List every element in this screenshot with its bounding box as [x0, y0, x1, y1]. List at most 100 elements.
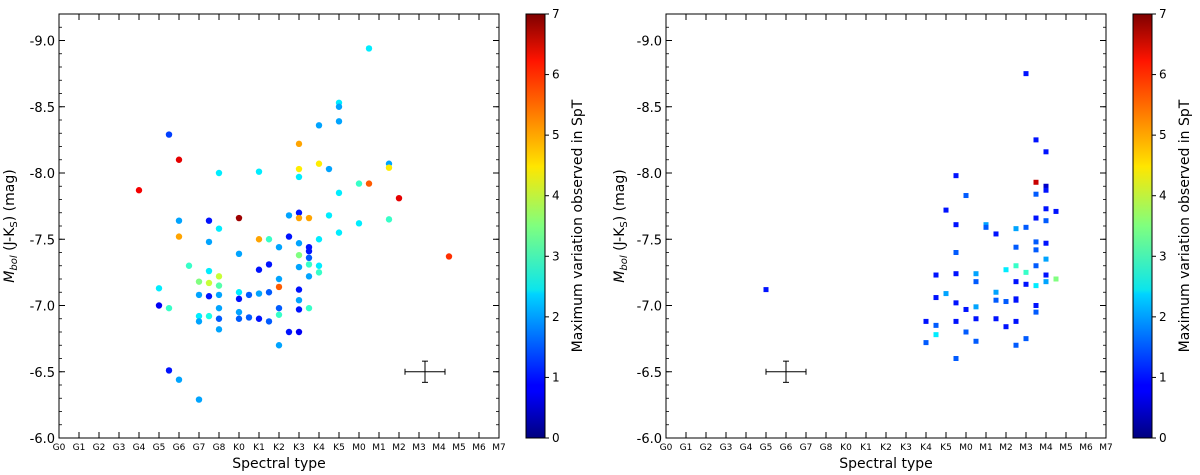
- x-tick-label: K2: [880, 443, 892, 453]
- data-point: [1003, 267, 1009, 273]
- colorbar-tick-label: 2: [552, 310, 560, 324]
- data-point: [205, 217, 213, 224]
- x-tick-label: G3: [720, 443, 733, 453]
- data-point: [305, 273, 313, 280]
- data-point: [1013, 279, 1019, 285]
- x-tick-label: K0: [840, 443, 852, 453]
- data-point: [973, 279, 979, 285]
- data-point: [235, 315, 243, 322]
- data-point: [983, 222, 989, 228]
- data-point: [195, 396, 203, 403]
- x-tick-label: K2: [273, 443, 285, 453]
- data-point: [1043, 218, 1049, 224]
- data-point: [215, 169, 223, 177]
- colorbar-tick-label: 7: [552, 7, 560, 21]
- x-tick-label: M2: [392, 443, 406, 453]
- y-tick-label: -7.0: [30, 300, 55, 315]
- right-scatter-panel: -9.0 -8.5 -8.0 -7.5 -7.0 -6.5 -6.0G0 G1 G2 G3 G4 G5…: [612, 7, 1193, 472]
- y-tick-label: -6.0: [637, 432, 662, 447]
- y-tick-label: -8.0: [30, 167, 55, 182]
- data-point: [933, 272, 939, 278]
- x-tick-label: K0: [233, 443, 245, 453]
- x-tick-label: G7: [800, 443, 813, 453]
- data-point: [385, 216, 393, 223]
- data-point: [175, 156, 183, 163]
- axes-frame: [58, 13, 500, 439]
- data-point: [255, 315, 263, 322]
- data-point: [295, 209, 303, 216]
- x-axis-label: Spectral type: [839, 456, 933, 472]
- data-point: [973, 338, 979, 344]
- x-tick-label: K5: [940, 443, 952, 453]
- data-point: [245, 314, 253, 321]
- data-point: [923, 340, 929, 346]
- data-point: [215, 282, 223, 289]
- x-tick-label: G4: [133, 443, 146, 453]
- y-label-sub: bol: [619, 255, 630, 270]
- data-point: [305, 261, 313, 268]
- data-point: [953, 318, 959, 324]
- data-point: [1043, 183, 1049, 189]
- data-point: [983, 224, 989, 230]
- x-tick-label: M5: [452, 443, 466, 453]
- data-point: [355, 220, 363, 227]
- data-point: [1023, 336, 1029, 342]
- data-point: [235, 214, 243, 222]
- colorbar-label: Maximum variation observed in SpT: [570, 99, 586, 352]
- data-point: [285, 328, 293, 336]
- colorbar-tick-label: 7: [1159, 7, 1167, 21]
- colorbar-tick-label: 0: [552, 431, 560, 445]
- data-point: [1033, 239, 1039, 245]
- data-point: [305, 254, 313, 261]
- data-point: [235, 295, 243, 303]
- y-axis-label: Mbol (J-KS) (mag): [612, 169, 630, 282]
- data-point: [245, 291, 253, 299]
- data-point: [365, 45, 373, 52]
- data-point: [1043, 272, 1049, 278]
- data-point: [255, 236, 263, 243]
- data-point: [953, 271, 959, 277]
- data-point: [1023, 71, 1029, 77]
- data-point: [215, 304, 223, 312]
- y-tick-label: -9.0: [637, 35, 662, 50]
- y-label-sub: bol: [9, 255, 20, 270]
- data-point: [315, 269, 323, 276]
- data-point: [295, 286, 303, 293]
- data-point: [265, 236, 273, 243]
- y-tick-label: -8.0: [637, 167, 662, 182]
- x-tick-label: K4: [313, 443, 325, 453]
- data-point: [1013, 297, 1019, 303]
- data-point: [215, 315, 223, 322]
- data-point: [335, 103, 343, 110]
- data-point: [205, 279, 213, 287]
- data-point: [953, 250, 959, 255]
- data-point: [325, 165, 333, 173]
- data-point: [215, 291, 223, 299]
- data-point: [1043, 187, 1049, 193]
- data-point: [175, 217, 183, 224]
- x-tick-label: K5: [333, 443, 345, 453]
- colorbar-tick-label: 5: [552, 128, 560, 142]
- y-label-sub2: S: [619, 221, 630, 227]
- data-point: [235, 289, 243, 296]
- data-point: [355, 180, 363, 187]
- data-point: [165, 367, 173, 374]
- data-point: [275, 244, 283, 251]
- data-point: [295, 165, 303, 173]
- x-tick-label: G1: [680, 443, 693, 453]
- data-point: [165, 131, 173, 138]
- data-point: [205, 267, 213, 275]
- data-point: [1033, 247, 1039, 253]
- data-point: [973, 316, 979, 322]
- data-point: [963, 306, 969, 312]
- data-point: [1033, 215, 1039, 221]
- data-point: [155, 302, 163, 309]
- data-point: [993, 297, 999, 303]
- x-tick-label: M1: [979, 443, 993, 453]
- colorbar-tick-label: 4: [552, 189, 560, 203]
- x-tick-label: M7: [1099, 443, 1113, 453]
- y-tick-label: -8.5: [30, 101, 55, 116]
- data-point: [195, 312, 203, 320]
- colorbar-tick-label: 5: [1159, 128, 1167, 142]
- data-point: [295, 306, 303, 313]
